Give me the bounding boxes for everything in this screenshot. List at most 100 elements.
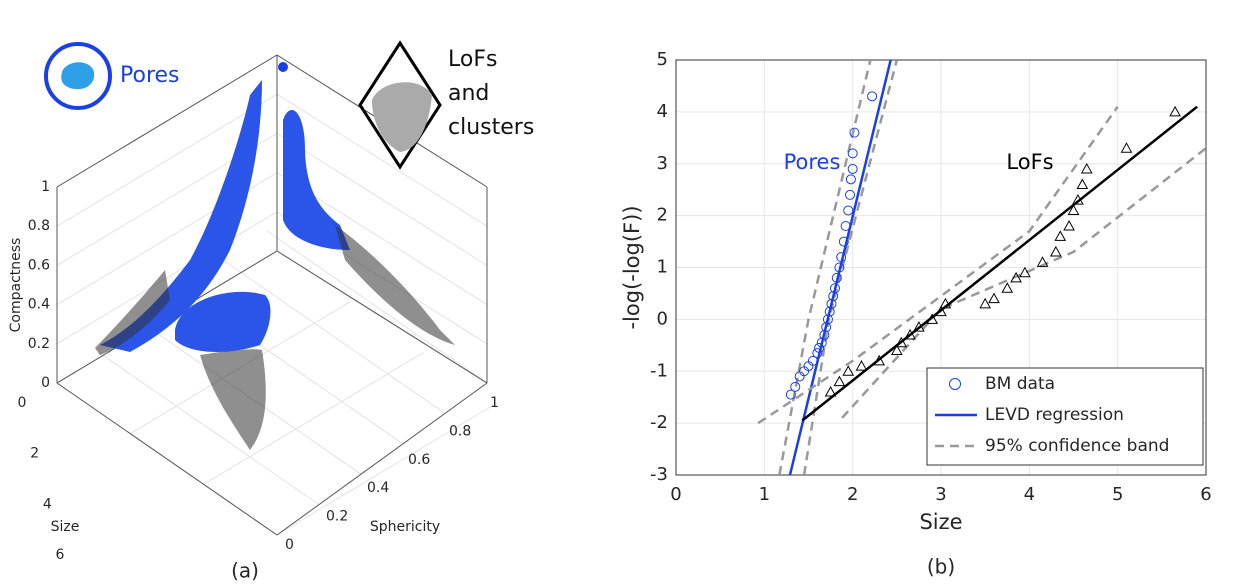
z-tick-label: 0.6 — [28, 257, 50, 273]
data-point — [814, 342, 825, 353]
x-tick-label: 3 — [935, 484, 946, 505]
data-point — [1054, 230, 1067, 241]
x-tick-label: 0 — [670, 484, 681, 505]
data-point — [1001, 282, 1014, 293]
grid-line — [266, 230, 488, 384]
z-tick-label: 1 — [41, 179, 50, 195]
y-axis-label: Sphericity — [370, 519, 440, 535]
annotation: LoFs — [448, 47, 497, 72]
x-tick-label: 6 — [56, 547, 65, 563]
data-point — [845, 174, 856, 185]
data-point — [840, 221, 851, 231]
data-point — [1169, 105, 1181, 117]
data-point — [935, 305, 947, 317]
pores-icon — [44, 42, 112, 110]
z-tick-label: 0 — [41, 375, 50, 391]
x-tick-label: 2 — [30, 446, 39, 462]
data-point — [988, 292, 1000, 304]
confidence-band — [841, 147, 1206, 419]
data-point — [845, 189, 856, 200]
data-point — [833, 375, 846, 387]
x-tick-label: 6 — [1200, 484, 1211, 505]
plot-area — [757, 60, 1206, 475]
grid-line — [224, 260, 446, 414]
lofs-cloud-right — [335, 225, 455, 345]
regression-line — [801, 105, 1198, 422]
x-tick-label: 1 — [759, 484, 770, 505]
legend-label: LEVD regression — [985, 405, 1124, 425]
y-tick-label: 1 — [657, 257, 668, 278]
y-tick-label: 5 — [657, 49, 668, 70]
data-point — [1120, 142, 1133, 153]
data-point — [1049, 245, 1062, 257]
y-tick-label: -2 — [650, 412, 668, 433]
x-axis-label: Size — [919, 510, 962, 534]
series-label: Pores — [784, 150, 841, 174]
data-point — [1063, 219, 1075, 231]
axis-edge — [56, 382, 278, 536]
confidence-band — [778, 60, 872, 475]
z-tick-label: 0.8 — [28, 218, 50, 234]
pores-point-top — [278, 62, 288, 72]
data-point — [828, 291, 839, 302]
y-tick-label: 4 — [657, 101, 668, 122]
data-point — [831, 272, 842, 283]
grid-line — [276, 402, 498, 536]
pores-blob — [61, 62, 95, 90]
regression-line — [788, 60, 892, 475]
lofs-cloud-left — [95, 270, 170, 355]
y-tick-label: 0.8 — [449, 423, 471, 439]
lofs-cloud-floor — [200, 349, 266, 450]
data-point — [926, 313, 939, 324]
data-point — [1019, 266, 1031, 278]
data-point — [812, 348, 823, 359]
caption: (b) — [927, 555, 955, 579]
data-point — [913, 321, 925, 332]
x-tick-label: 4 — [43, 496, 52, 512]
axis-edge — [276, 250, 488, 384]
data-point — [979, 297, 992, 309]
y-tick-label: 0.2 — [326, 509, 348, 525]
axis-edge — [276, 382, 488, 536]
data-point — [836, 252, 847, 263]
pores-cloud-left — [100, 80, 262, 352]
data-point — [824, 306, 835, 317]
grid-line — [56, 172, 488, 306]
data-point — [890, 344, 903, 355]
y-tick-label: -3 — [650, 464, 668, 485]
legend-box — [926, 367, 1204, 466]
legend-symbol — [949, 378, 961, 390]
axis-edge — [56, 54, 278, 188]
data-point — [819, 329, 830, 340]
lofs-icon — [358, 40, 442, 170]
pores-cloud-right — [283, 110, 350, 250]
data-point — [847, 148, 858, 159]
annotation: and — [448, 81, 489, 106]
y-tick-label: -1 — [650, 360, 668, 381]
data-point — [895, 336, 908, 348]
data-point — [1080, 162, 1093, 174]
y-tick-label: 0 — [657, 308, 668, 329]
grid-line — [98, 352, 320, 506]
x-tick-label: 2 — [847, 484, 858, 505]
data-point — [785, 389, 796, 400]
grid-line — [56, 132, 488, 266]
y-axis-label: -log(-log(F)) — [620, 205, 644, 329]
data-point — [904, 328, 916, 340]
confidence-band — [757, 105, 1119, 425]
data-point — [1067, 204, 1080, 215]
data-point — [1036, 256, 1049, 267]
grid-line — [203, 351, 424, 485]
data-point — [842, 365, 855, 376]
annotation: Pores — [120, 63, 180, 88]
data-point — [830, 283, 840, 294]
data-point — [939, 297, 952, 309]
data-point — [826, 298, 837, 309]
y-tick-label: 2 — [657, 205, 668, 226]
plot-frame — [675, 59, 1207, 476]
data-point — [873, 354, 886, 366]
data-point — [807, 355, 818, 366]
data-point — [1010, 271, 1022, 283]
annotation: clusters — [448, 115, 534, 140]
